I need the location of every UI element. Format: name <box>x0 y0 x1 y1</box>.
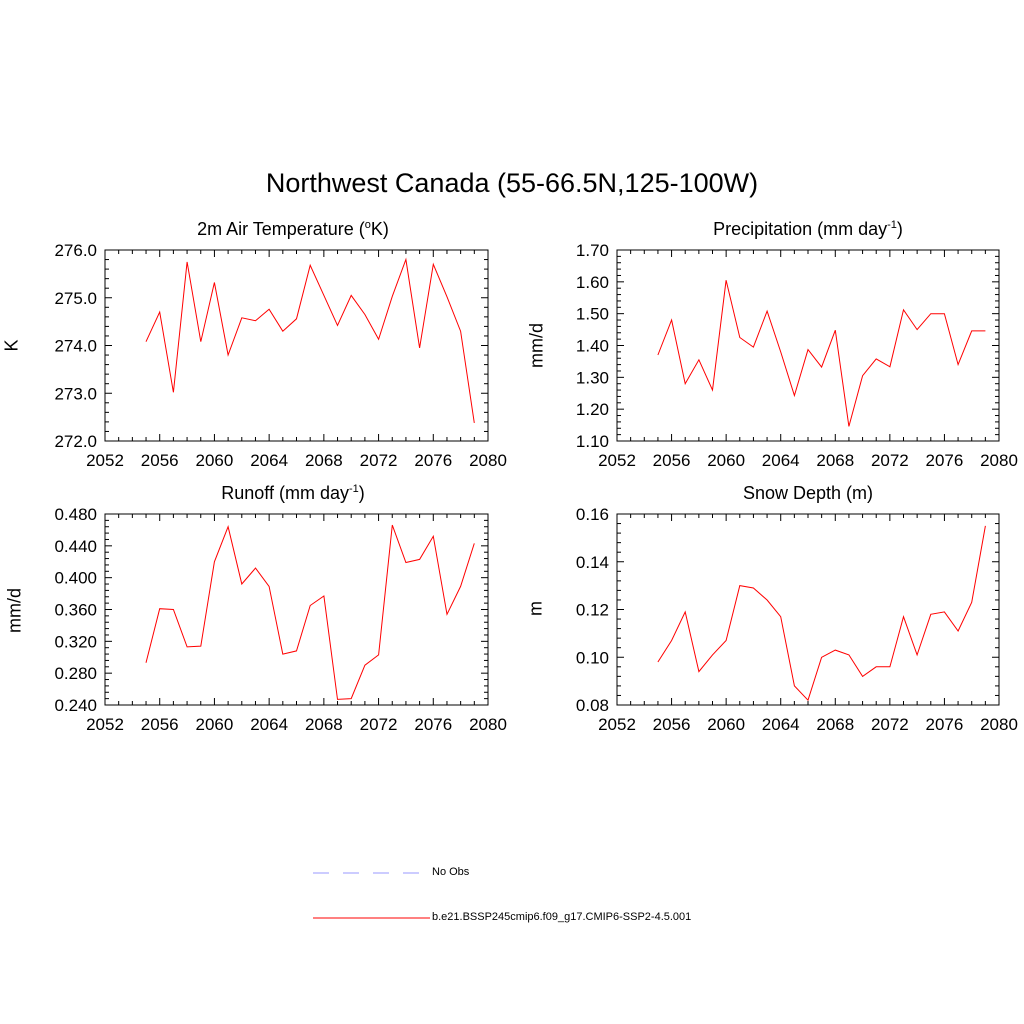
y-tick-label: 0.360 <box>54 601 97 620</box>
y-tick-label: 1.70 <box>576 241 609 260</box>
y-tick-label: 1.60 <box>576 273 609 292</box>
x-tick-label: 2052 <box>86 715 124 734</box>
x-tick-label: 2064 <box>250 451 288 470</box>
x-tick-label: 2072 <box>871 715 909 734</box>
series-line <box>657 280 986 427</box>
x-tick-label: 2080 <box>469 451 507 470</box>
panel-title-text: Snow Depth (m) <box>742 483 874 503</box>
legend-no-obs-label: No Obs <box>432 866 470 878</box>
panel-title-snow-depth: Snow Depth (m) <box>608 483 1008 504</box>
y-tick-label: 0.08 <box>576 696 609 715</box>
y-tick-label: 1.10 <box>576 432 609 451</box>
y-tick-label: 1.30 <box>576 368 609 387</box>
x-tick-label: 2076 <box>926 451 964 470</box>
figure-title: Northwest Canada (55-66.5N,125-100W) <box>265 168 759 198</box>
y-tick-label: 272.0 <box>54 432 97 451</box>
x-tick-label: 2068 <box>305 715 343 734</box>
y-tick-label: 275.0 <box>54 289 97 308</box>
series-line <box>145 257 475 423</box>
x-tick-label: 2064 <box>762 451 800 470</box>
y-tick-label: 273.0 <box>54 384 97 403</box>
x-tick-label: 2068 <box>816 715 854 734</box>
x-tick-label: 2060 <box>707 715 745 734</box>
panel-title-runoff: Runoff (mm day-1) <box>93 483 493 504</box>
x-tick-label: 2052 <box>598 451 636 470</box>
panel-title-sup: -1 <box>887 219 897 231</box>
x-tick-label: 2060 <box>707 451 745 470</box>
panel-title-suffix: ) <box>358 483 365 503</box>
y-tick-label: 0.280 <box>54 664 97 683</box>
x-tick-label: 2072 <box>360 451 398 470</box>
series-line <box>145 524 475 700</box>
x-tick-label: 2052 <box>86 451 124 470</box>
panel-title-text: 2m Air Temperature ( <box>197 219 365 239</box>
x-tick-label: 2056 <box>653 451 691 470</box>
y-tick-label: 0.10 <box>576 648 609 667</box>
y-tick-label: 0.320 <box>54 632 97 651</box>
x-tick-label: 2076 <box>926 715 964 734</box>
y-tick-label: 0.440 <box>54 537 97 556</box>
x-tick-label: 2072 <box>871 451 909 470</box>
panel-title-sup: o <box>364 219 371 231</box>
x-tick-label: 2080 <box>980 715 1018 734</box>
y-tick-label: 0.12 <box>576 601 609 620</box>
x-tick-label: 2068 <box>816 451 854 470</box>
x-tick-label: 2080 <box>980 451 1018 470</box>
x-tick-label: 2056 <box>653 715 691 734</box>
x-tick-label: 2060 <box>196 451 234 470</box>
y-tick-label: 1.20 <box>576 400 609 419</box>
y-tick-label: 1.50 <box>576 305 609 324</box>
x-tick-label: 2080 <box>469 715 507 734</box>
panel-title-precipitation: Precipitation (mm day-1) <box>608 219 1008 240</box>
x-tick-label: 2064 <box>762 715 800 734</box>
x-tick-label: 2072 <box>360 715 398 734</box>
y-tick-label: 0.480 <box>54 505 97 524</box>
y-tick-label: 0.240 <box>54 696 97 715</box>
x-tick-label: 2068 <box>305 451 343 470</box>
y-tick-label: 274.0 <box>54 337 97 356</box>
x-tick-label: 2056 <box>141 715 179 734</box>
legend-model-label: b.e21.BSSP245cmip6.f09_g17.CMIP6-SSP2-4.… <box>432 911 692 923</box>
y-tick-label: 1.40 <box>576 337 609 356</box>
series-line <box>657 525 986 702</box>
y-tick-label: 276.0 <box>54 241 97 260</box>
panel-title-suffix: K) <box>370 219 389 239</box>
x-tick-label: 2060 <box>196 715 234 734</box>
panel-title-text: Precipitation (mm day <box>713 219 888 239</box>
panel-title-suffix: ) <box>896 219 903 239</box>
x-tick-label: 2076 <box>414 715 452 734</box>
panel-title-text: Runoff (mm day <box>221 483 349 503</box>
x-tick-label: 2064 <box>250 715 288 734</box>
y-tick-label: 0.400 <box>54 569 97 588</box>
panel-title-sup: -1 <box>348 483 359 495</box>
x-tick-label: 2056 <box>141 451 179 470</box>
y-tick-label: 0.16 <box>576 505 609 524</box>
x-tick-label: 2052 <box>598 715 636 734</box>
y-tick-label: 0.14 <box>576 553 609 572</box>
x-tick-label: 2076 <box>414 451 452 470</box>
panel-title-air-temperature: 2m Air Temperature (oK) <box>93 219 493 240</box>
